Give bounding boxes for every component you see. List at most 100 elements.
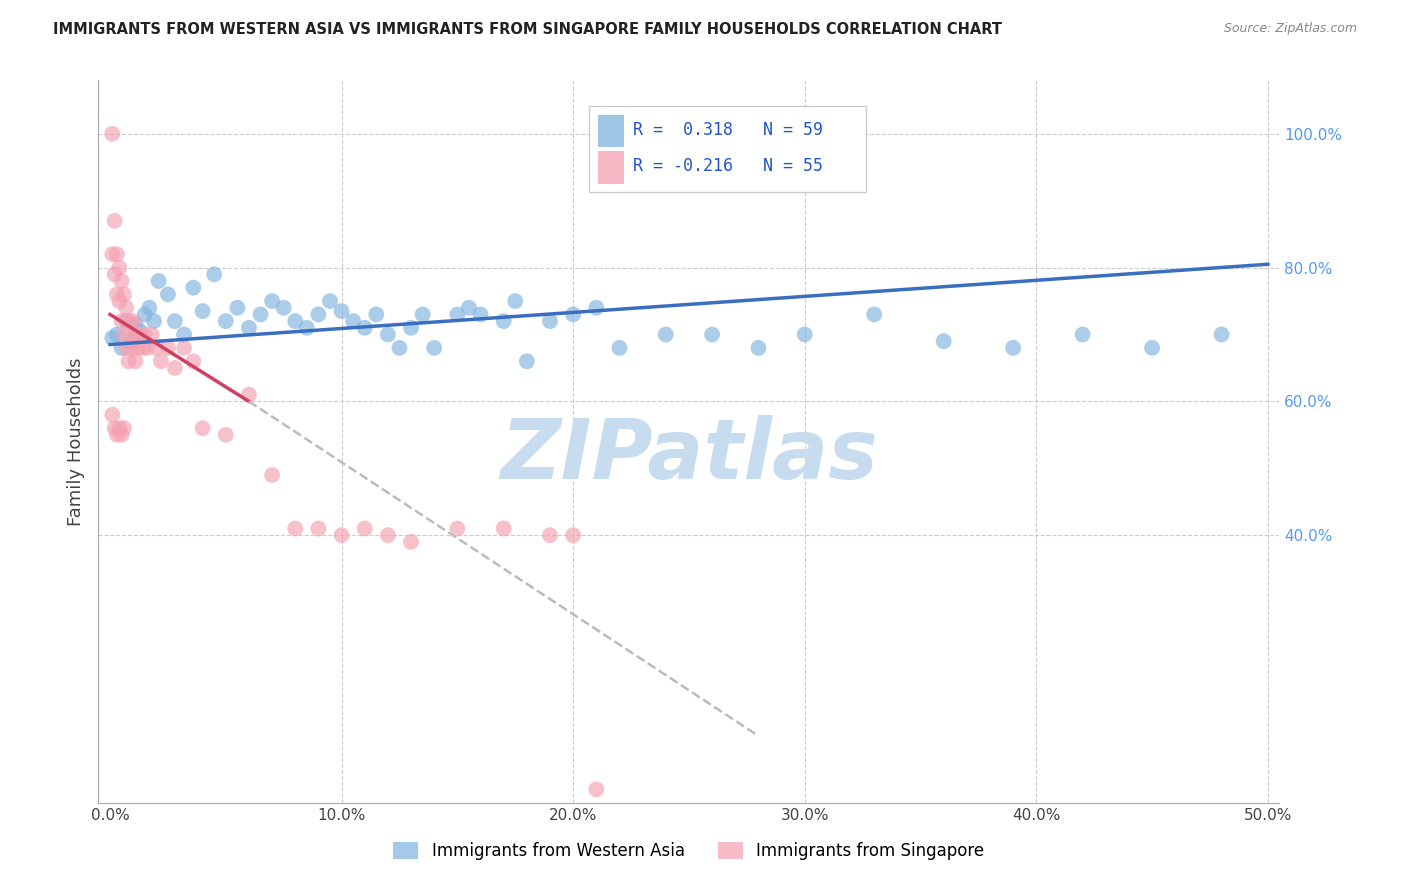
Point [108, 260, 131, 275]
Point [585, 782, 607, 797]
Point [538, 314, 561, 328]
Text: IMMIGRANTS FROM WESTERN ASIA VS IMMIGRANTS FROM SINGAPORE FAMILY HOUSEHOLDS CORR: IMMIGRANTS FROM WESTERN ASIA VS IMMIGRAN… [53, 22, 1002, 37]
Point [115, 341, 138, 355]
Point [129, 327, 152, 342]
FancyBboxPatch shape [589, 105, 866, 193]
Point [138, 301, 160, 315]
Point [110, 427, 132, 442]
Point [366, 307, 388, 322]
Point [173, 341, 195, 355]
Point [503, 294, 526, 309]
Point [105, 427, 128, 442]
Point [492, 521, 515, 535]
Point [1211, 327, 1233, 342]
Point [215, 427, 238, 442]
Point [191, 421, 214, 435]
Legend: Immigrants from Western Asia, Immigrants from Singapore: Immigrants from Western Asia, Immigrants… [387, 835, 991, 867]
Point [163, 361, 186, 376]
Point [655, 327, 678, 342]
Point [127, 341, 149, 355]
Point [124, 354, 146, 368]
Point [108, 294, 131, 309]
Point [249, 307, 271, 322]
Point [793, 327, 815, 342]
Point [377, 327, 399, 342]
Point [101, 331, 124, 345]
Point [1279, 307, 1302, 322]
Point [284, 314, 307, 328]
Point [238, 387, 260, 401]
Point [1071, 327, 1094, 342]
Point [191, 304, 214, 318]
Point [319, 294, 342, 309]
Text: R = -0.216   N = 55: R = -0.216 N = 55 [634, 157, 824, 175]
Point [215, 314, 238, 328]
Point [124, 318, 146, 332]
Point [399, 321, 422, 335]
Point [101, 408, 124, 422]
Point [148, 274, 170, 288]
Point [104, 268, 127, 282]
Point [585, 301, 607, 315]
Point [143, 314, 166, 328]
Text: ZIPatlas: ZIPatlas [501, 416, 877, 497]
Point [342, 314, 364, 328]
Point [149, 354, 172, 368]
Point [156, 287, 179, 301]
Point [110, 274, 132, 288]
Point [295, 321, 318, 335]
Point [273, 301, 295, 315]
Point [609, 341, 631, 355]
Point [136, 341, 159, 355]
Point [399, 534, 422, 549]
Point [101, 127, 124, 141]
Y-axis label: Family Households: Family Households [66, 358, 84, 525]
Point [122, 314, 145, 328]
Point [183, 281, 205, 295]
Point [330, 304, 353, 318]
Point [516, 354, 538, 368]
Point [262, 467, 284, 482]
Point [173, 327, 195, 342]
Point [412, 307, 434, 322]
Point [120, 334, 142, 349]
Point [112, 287, 135, 301]
Point [163, 314, 186, 328]
Point [115, 301, 138, 315]
Point [110, 341, 132, 355]
Point [238, 321, 260, 335]
Point [112, 327, 135, 342]
Point [110, 314, 132, 328]
Point [117, 354, 139, 368]
Point [1396, 301, 1406, 315]
Point [124, 327, 146, 342]
Point [470, 307, 492, 322]
Point [262, 294, 284, 309]
Point [112, 421, 135, 435]
Point [226, 301, 249, 315]
Point [1140, 341, 1163, 355]
Point [562, 307, 585, 322]
Point [307, 521, 329, 535]
Point [105, 247, 128, 261]
Point [105, 287, 128, 301]
Point [353, 321, 375, 335]
Point [120, 341, 142, 355]
Point [458, 301, 481, 315]
Point [131, 341, 153, 355]
Point [353, 521, 375, 535]
Point [129, 324, 152, 338]
Point [538, 528, 561, 542]
Point [284, 521, 307, 535]
Point [105, 327, 128, 342]
Point [134, 307, 156, 322]
Point [446, 521, 468, 535]
Point [330, 528, 353, 542]
Point [446, 307, 468, 322]
Point [122, 334, 145, 349]
Point [101, 247, 124, 261]
Point [141, 327, 163, 342]
Point [108, 421, 131, 435]
Point [104, 214, 127, 228]
Point [700, 327, 723, 342]
